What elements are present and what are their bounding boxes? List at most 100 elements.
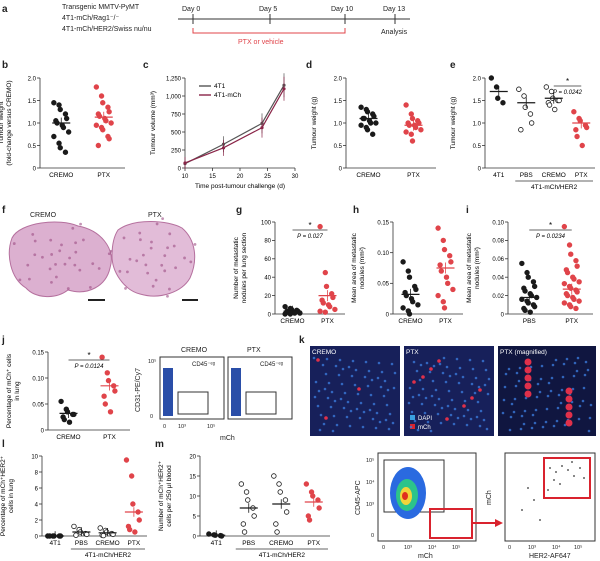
fluor-nucleus (470, 382, 474, 386)
fluor-nucleus (524, 396, 528, 400)
fluor-nucleus (560, 388, 564, 392)
fluor-nucleus (351, 359, 355, 363)
panel-h-category-label: CREMO (398, 318, 422, 325)
fluor-nucleus (384, 418, 388, 422)
panel-h-data-point (400, 259, 406, 265)
flow-m2-xtick-4: 10⁴ (552, 544, 561, 551)
panel-g-ytick-label: 60 (264, 257, 271, 263)
panel-h-data-point (415, 302, 421, 308)
fluor-nucleus (431, 379, 435, 383)
panel-b-data-point (93, 122, 100, 128)
fluor-nucleus (415, 369, 419, 373)
panel-m-ylabel-2: cells per 250 μl blood (166, 465, 173, 527)
panel-l-data-point (71, 523, 77, 530)
panel-e-category-label: PTX (575, 172, 588, 179)
panel-i-data-point (530, 279, 537, 285)
fluor-nucleus (390, 362, 394, 366)
panel-g-ytick-label: 20 (264, 294, 271, 300)
panel-e-data-point (571, 109, 577, 115)
fluor-nucleus (535, 395, 539, 399)
panel-i-category-label: PBS (523, 318, 537, 325)
treatment-label: PTX or vehicle (238, 39, 284, 46)
fluor-nucleus (429, 429, 433, 433)
flow-j-ytick-5: 10⁵ (148, 358, 156, 365)
panel-h-data-point (413, 286, 419, 293)
fluor-nucleus (339, 397, 343, 401)
panel-h-data-point (435, 292, 441, 299)
fluor-nucleus (441, 371, 445, 375)
panel-e-ytick-label: 0 (478, 166, 482, 172)
panel-j-category-label: CREMO (56, 434, 80, 441)
panel-b-ytick-label: 2.0 (28, 76, 37, 82)
fluor-nucleus (408, 386, 412, 390)
fluor-nucleus (583, 373, 587, 377)
panel-m-data-point (271, 473, 277, 479)
fluor-nucleus (359, 401, 363, 405)
fluor-nucleus (479, 409, 483, 413)
panel-l-ytick-label: 2 (35, 518, 39, 524)
histology-speckle (74, 250, 78, 254)
flow-j-gate-cremo: CD45⁻ᵉᵍ (192, 362, 215, 368)
fluor-nucleus (428, 370, 432, 374)
flow-j: CREMO PTX CD45⁻ᵉᵍ CD45⁻ᵉᵍ mCh CD31-PE/Cy… (135, 347, 293, 442)
histology-speckle (168, 232, 172, 236)
fluor-nucleus (486, 392, 490, 396)
fluor-nucleus (536, 382, 540, 386)
fluor-nucleus (319, 413, 323, 417)
panel-b-data-point (106, 109, 112, 115)
fluor-nucleus (321, 363, 325, 367)
panel-e-data-point (518, 127, 524, 133)
fluor-nucleus (437, 397, 441, 401)
fluor-label-cremo: CREMO (312, 349, 336, 356)
panel-m-ytick-label: 15 (189, 474, 196, 480)
panel-b-ytick-label: 0 (33, 166, 37, 172)
fluor-nucleus (383, 379, 387, 383)
panel-j-ylabel-2: in lung (14, 381, 21, 401)
fluor-nucleus (393, 371, 397, 375)
fluor-nucleus (391, 421, 395, 425)
fluor-nucleus (345, 415, 349, 419)
panel-e-group-label: 4T1-mCh/HER2 (531, 184, 578, 191)
histology-speckle (183, 256, 186, 260)
fluor-nucleus (363, 375, 367, 379)
fluor-mch-cell (524, 390, 532, 398)
histology-speckle (26, 263, 30, 267)
flow-m2-xtick-5: 10⁵ (574, 544, 582, 551)
fluor-nucleus (448, 374, 452, 378)
fluor-nucleus (436, 412, 440, 416)
fluor-nucleus (433, 403, 437, 407)
panel-i-pvalue: P = 0.0234 (536, 234, 566, 240)
panel-e-ytick-label: 0.5 (473, 144, 482, 150)
fluor-nucleus (468, 358, 472, 362)
panel-i-ytick-label: 0.06 (492, 257, 504, 263)
flow-m1-ytick-3: 10³ (366, 502, 374, 508)
panel-e-data-point (527, 111, 534, 117)
fluor-nucleus (340, 382, 344, 386)
fluor-mch-cell (524, 374, 532, 382)
fluor-mch-cell (524, 382, 532, 390)
fluor-nucleus (419, 363, 423, 367)
panel-e-data-point (495, 95, 501, 101)
panel-j-data-point (99, 354, 105, 360)
panel-l-data-point (136, 517, 142, 523)
fluor-nucleus (317, 389, 321, 393)
flow-j-gate-box-cremo (177, 391, 209, 415)
fluor-nucleus (581, 399, 585, 403)
panel-l-ytick-label: 4 (35, 502, 39, 508)
panel-c-data-point (260, 126, 264, 130)
fluor-nucleus (473, 391, 477, 395)
fluor-nucleus (334, 364, 338, 368)
fluor-nucleus (575, 369, 579, 373)
histology-speckle (82, 238, 85, 242)
fluor-nucleus (364, 360, 368, 364)
fluor-nucleus (507, 367, 511, 371)
panel-m-data-point (283, 509, 290, 515)
histology-speckle (41, 255, 44, 259)
histology-speckle (166, 246, 169, 250)
panel-c-xtick-label: 20 (237, 174, 244, 180)
panel-j-data-point (107, 409, 114, 415)
panel-i-data-point (564, 269, 571, 276)
panel-m-data-point (310, 493, 316, 499)
flow-m-xlabel-2: HER2-AF647 (529, 553, 571, 560)
fluor-nucleus (430, 394, 434, 398)
